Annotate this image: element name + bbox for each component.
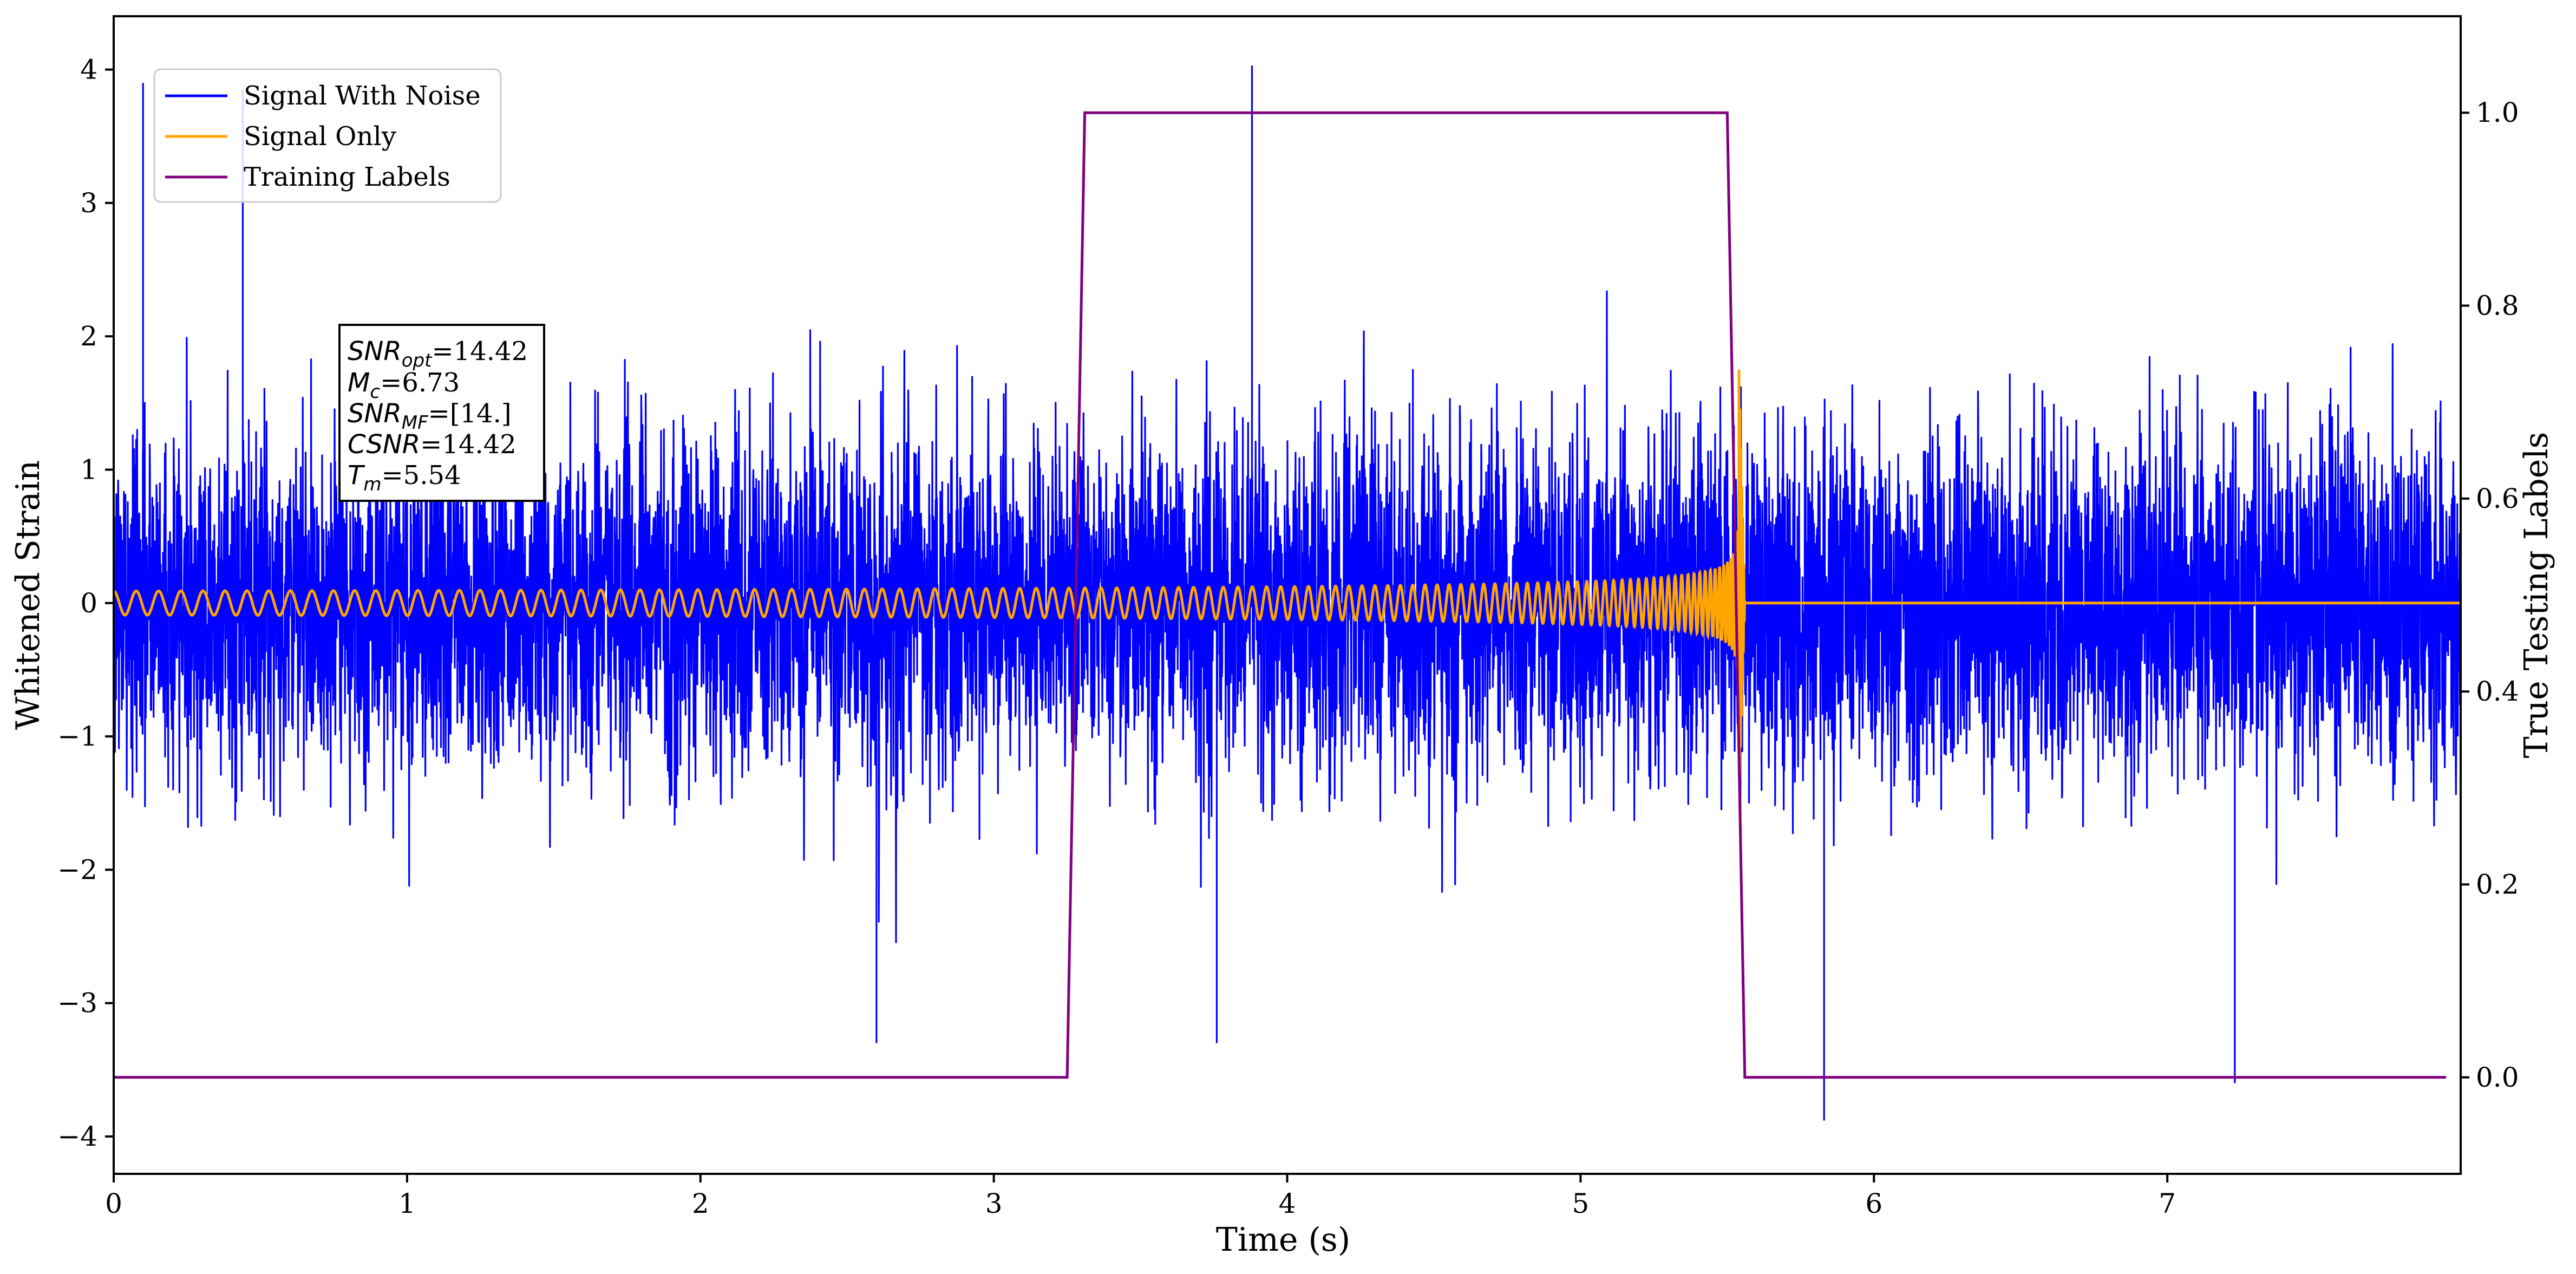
signal-line xyxy=(114,369,2461,780)
training-labels-line xyxy=(114,111,2446,1079)
x-tick-label: 7 xyxy=(2159,1188,2176,1219)
x-tick-label: 5 xyxy=(1572,1188,1589,1219)
y2-tick-label: 0.0 xyxy=(2476,1062,2519,1093)
plot-area xyxy=(114,66,2461,1121)
annotation-box: SNRopt=14.42 Mc=6.73 SNRMF=[14.] CSNR=14… xyxy=(338,324,545,502)
y2-tick-label: 0.2 xyxy=(2476,869,2519,900)
y-tick-label: −3 xyxy=(57,988,97,1019)
y-axis-label: Whitened Strain xyxy=(9,460,47,730)
series-signal-with-noise xyxy=(114,66,2461,1121)
x-axis-label: Time (s) xyxy=(1216,1221,1350,1259)
series-signal-only xyxy=(114,369,2461,780)
annotation-chirp-mass: Mc=6.73 xyxy=(348,368,460,403)
y-tick-label: −1 xyxy=(57,721,97,752)
legend-item-training-labels: Training Labels xyxy=(244,162,450,192)
y2-tick-label: 1.0 xyxy=(2476,97,2519,128)
y-axis-left: −4 −3 −2 −1 0 1 2 3 4 xyxy=(57,54,114,1152)
y-axis-right: 0.0 0.2 0.4 0.6 0.8 1.0 xyxy=(2461,97,2519,1093)
legend-item-signal-with-noise: Signal With Noise xyxy=(244,81,481,111)
annotation-frame xyxy=(338,324,545,502)
legend-item-signal-only: Signal Only xyxy=(244,121,396,152)
series-training-labels xyxy=(114,111,2446,1079)
y-tick-label: 3 xyxy=(80,187,97,219)
y-tick-label: 2 xyxy=(80,321,97,352)
legend: Signal With Noise Signal Only Training L… xyxy=(153,68,502,203)
x-tick-label: 6 xyxy=(1865,1188,1882,1219)
x-tick-label: 4 xyxy=(1279,1188,1296,1219)
annotation-merger-time: Tm=5.54 xyxy=(348,460,461,495)
y2-axis-label: True Testing Labels xyxy=(2518,432,2555,759)
x-axis: 0 1 2 3 4 5 6 7 xyxy=(105,1174,2176,1219)
legend-box xyxy=(153,68,502,203)
y-tick-label: 0 xyxy=(80,587,97,619)
y-tick-label: −4 xyxy=(57,1121,97,1152)
y-tick-label: 1 xyxy=(80,454,97,485)
annotation-csnr: CSNR=14.42 xyxy=(348,429,516,460)
x-tick-label: 2 xyxy=(692,1188,709,1219)
noise-line xyxy=(114,290,2461,943)
x-tick-label: 3 xyxy=(985,1188,1003,1219)
y2-tick-label: 0.8 xyxy=(2476,290,2519,322)
annotation-snr-mf: SNRMF=[14.] xyxy=(348,398,512,434)
y-tick-label: 4 xyxy=(80,54,97,86)
x-tick-label: 1 xyxy=(398,1188,416,1219)
annotation-snr-opt: SNRopt=14.42 xyxy=(348,336,528,371)
y2-tick-label: 0.6 xyxy=(2476,483,2519,514)
y2-tick-label: 0.4 xyxy=(2476,676,2519,707)
x-tick-label: 0 xyxy=(105,1188,122,1219)
y-tick-label: −2 xyxy=(57,854,97,885)
